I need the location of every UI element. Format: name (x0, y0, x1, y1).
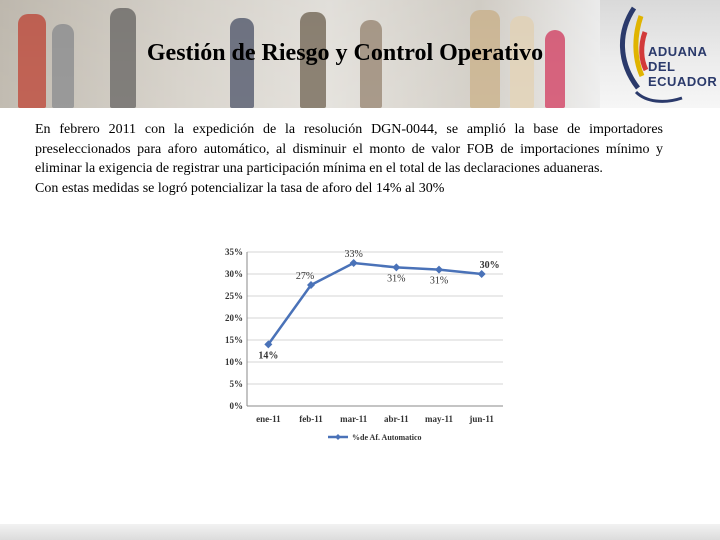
body-text: En febrero 2011 con la expedición de la … (35, 120, 663, 198)
paragraph-result: Con estas medidas se logró potencializar… (35, 180, 445, 196)
x-tick-label: ene-11 (256, 414, 281, 424)
x-tick-label: may-11 (425, 414, 453, 424)
data-label: 14% (258, 350, 278, 361)
data-point (392, 263, 401, 272)
x-tick-label: feb-11 (299, 414, 323, 424)
y-tick-label: 10% (225, 357, 243, 367)
footer-bar (0, 524, 720, 540)
y-tick-label: 15% (225, 335, 243, 345)
data-point (307, 281, 315, 289)
y-tick-label: 30% (225, 269, 243, 279)
paragraph-resolution: En febrero 2011 con la expedición de la … (35, 122, 663, 176)
aduana-logo (620, 6, 683, 103)
data-label: 31% (430, 276, 448, 287)
legend-marker (335, 434, 341, 440)
data-point (435, 265, 443, 274)
logo-line-1: ADUANA (648, 44, 708, 59)
y-tick-label: 35% (225, 247, 243, 257)
x-tick-label: jun-11 (468, 414, 494, 424)
aforo-line-chart: 0% 5% 10% 15% 20% 25% 30% 35% ene-11 feb-11 mar-11… (225, 247, 503, 442)
legend-label: %de Af. Automatico (352, 433, 422, 442)
slide-header: Gestión de Riesgo y Control Operativo AD… (0, 0, 720, 108)
data-point (477, 270, 486, 278)
series-line (267, 261, 482, 346)
data-label: 30% (480, 260, 500, 271)
data-point (349, 259, 358, 267)
slide-title: Gestión de Riesgo y Control Operativo (146, 40, 544, 66)
data-point (264, 340, 273, 349)
y-tick-label: 5% (230, 379, 244, 389)
y-tick-label: 0% (230, 401, 244, 411)
header-photo (0, 0, 600, 108)
data-label: 31% (387, 273, 405, 284)
y-tick-label: 20% (225, 313, 243, 323)
x-tick-label: mar-11 (340, 414, 368, 424)
logo-line-2: DEL (648, 59, 676, 74)
logo-line-3: ECUADOR (648, 74, 718, 89)
data-label: 27% (296, 271, 314, 282)
x-tick-label: abr-11 (384, 414, 409, 424)
y-tick-label: 25% (225, 291, 243, 301)
data-label: 33% (344, 249, 362, 260)
